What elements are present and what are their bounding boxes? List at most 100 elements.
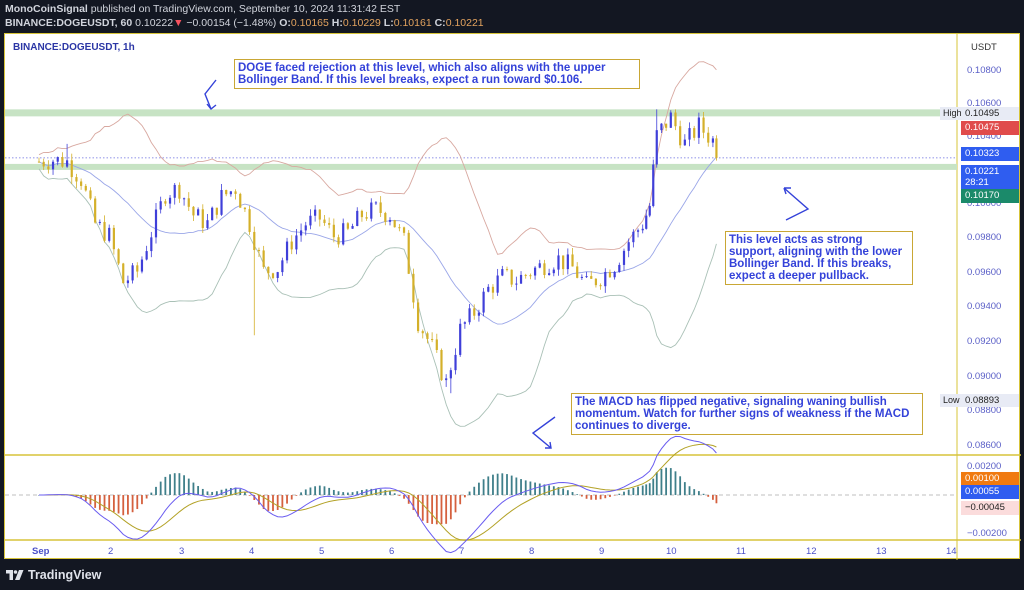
candle-body	[688, 128, 691, 140]
candle-body	[519, 274, 523, 284]
resistance-arrow-icon	[204, 79, 217, 110]
footer: TradingView	[0, 560, 1024, 590]
macd-histogram-bar	[98, 495, 101, 510]
author-name[interactable]: MonoCoinSignal	[5, 3, 88, 15]
macd-histogram-bar	[342, 492, 345, 496]
macd-histogram-bar	[215, 491, 218, 496]
time-tick: 10	[666, 546, 677, 557]
candle-body	[431, 338, 434, 340]
macd-histogram-bar	[632, 487, 635, 496]
publish-info: MonoCoinSignal published on TradingView.…	[5, 3, 1019, 16]
macd-histogram-bar	[295, 495, 298, 496]
macd-histogram-bar	[655, 472, 658, 496]
macd-histogram-bar	[417, 495, 419, 517]
candle-body	[65, 160, 69, 167]
macd-histogram-bar	[173, 473, 176, 496]
macd-histogram-bar	[244, 492, 246, 496]
macd-histogram-bar	[618, 493, 621, 496]
price-chart-canvas[interactable]	[5, 34, 1021, 560]
macd-histogram-bar	[351, 492, 354, 496]
macd-histogram-bar	[365, 489, 368, 496]
candle-body	[61, 157, 64, 167]
macd-histogram-bar	[258, 495, 260, 505]
time-tick: 14	[946, 546, 957, 557]
candle-body	[407, 232, 410, 274]
high-label: H:	[331, 17, 343, 29]
macd-histogram-bar	[112, 495, 115, 512]
macd-histogram-bar	[473, 486, 476, 496]
candle-body	[80, 181, 83, 186]
candle-body	[253, 231, 256, 251]
candle-body	[524, 274, 527, 276]
chart-symbol-label: BINANCE:DOGEUSDT, 1h	[13, 42, 135, 53]
macd-histogram-bar	[590, 495, 593, 500]
support-annotation[interactable]: This level acts as strong support, align…	[725, 231, 913, 285]
macd-histogram-bar	[529, 481, 532, 496]
macd-histogram-bar	[557, 487, 560, 496]
macd-histogram-bar	[117, 495, 120, 514]
candle-body	[215, 207, 218, 215]
macd-histogram-bar	[108, 495, 111, 511]
macd-histogram-bar	[693, 489, 696, 496]
candle-body	[463, 322, 466, 324]
macd-histogram-bar	[276, 495, 279, 511]
candle-body	[178, 184, 181, 199]
time-tick: 9	[599, 546, 605, 557]
candle-body	[168, 197, 172, 204]
candle-body	[693, 128, 696, 138]
macd-histogram-bar	[510, 475, 513, 496]
macd-histogram-bar	[393, 493, 396, 496]
candle-body	[604, 271, 607, 287]
macd-histogram-bar	[712, 495, 714, 500]
close-label: C:	[434, 17, 446, 29]
macd-histogram-bar	[645, 484, 648, 496]
chart-frame[interactable]: BINANCE:DOGEUSDT, 1h USDT 0.10800 0.1060…	[4, 33, 1021, 560]
macd-histogram-bar	[534, 482, 536, 496]
macd-histogram-bar	[548, 485, 551, 496]
macd-histogram-bar	[281, 495, 284, 508]
candle-body	[131, 265, 134, 281]
macd-histogram-bar	[234, 487, 237, 496]
candle-body	[454, 354, 457, 371]
candle-body	[655, 130, 658, 165]
candle-body	[295, 235, 298, 250]
candle-body	[398, 227, 401, 229]
macd-histogram-bar	[707, 495, 710, 497]
candle-body	[225, 190, 228, 195]
macd-histogram-bar	[506, 474, 508, 496]
candle-body	[140, 259, 144, 272]
macd-histogram-bar	[323, 486, 326, 496]
candle-body	[697, 117, 700, 138]
bollinger-upper-band	[38, 61, 717, 255]
candle-body	[201, 209, 204, 229]
macd-histogram-bar	[648, 483, 651, 496]
candle-body	[660, 123, 663, 131]
resistance-annotation[interactable]: DOGE faced rejection at this level, whic…	[234, 59, 640, 89]
candle-body	[576, 266, 579, 278]
candle-body	[281, 260, 284, 273]
macd-histogram-bar	[145, 495, 148, 499]
time-tick: Sep	[32, 546, 50, 557]
macd-histogram-bar	[609, 495, 611, 497]
macd-histogram-bar	[641, 485, 644, 496]
tradingview-logo[interactable]: TradingView	[6, 568, 101, 582]
time-tick: 5	[319, 546, 325, 557]
macd-histogram-bar	[449, 495, 452, 520]
macd-histogram-bar	[482, 479, 485, 496]
last-price-tag: 0.10221 28:21	[961, 165, 1019, 190]
candle-body	[571, 254, 574, 267]
candle-body	[648, 205, 651, 216]
macd-histogram-bar	[318, 485, 321, 496]
candle-body	[206, 220, 209, 229]
macd-histogram-bar	[183, 475, 185, 496]
candle-body	[641, 228, 644, 231]
macd-histogram-bar	[683, 482, 686, 496]
bar-countdown: 28:21	[965, 177, 989, 188]
candle-body	[239, 193, 242, 208]
macd-histogram-bar	[478, 482, 480, 496]
macd-annotation[interactable]: The MACD has flipped negative, signaling…	[571, 393, 923, 435]
tradingview-brand: TradingView	[28, 568, 102, 582]
macd-histogram-bar	[543, 484, 546, 496]
macd-histogram-bar	[201, 488, 204, 496]
macd-histogram-bar	[262, 495, 265, 510]
